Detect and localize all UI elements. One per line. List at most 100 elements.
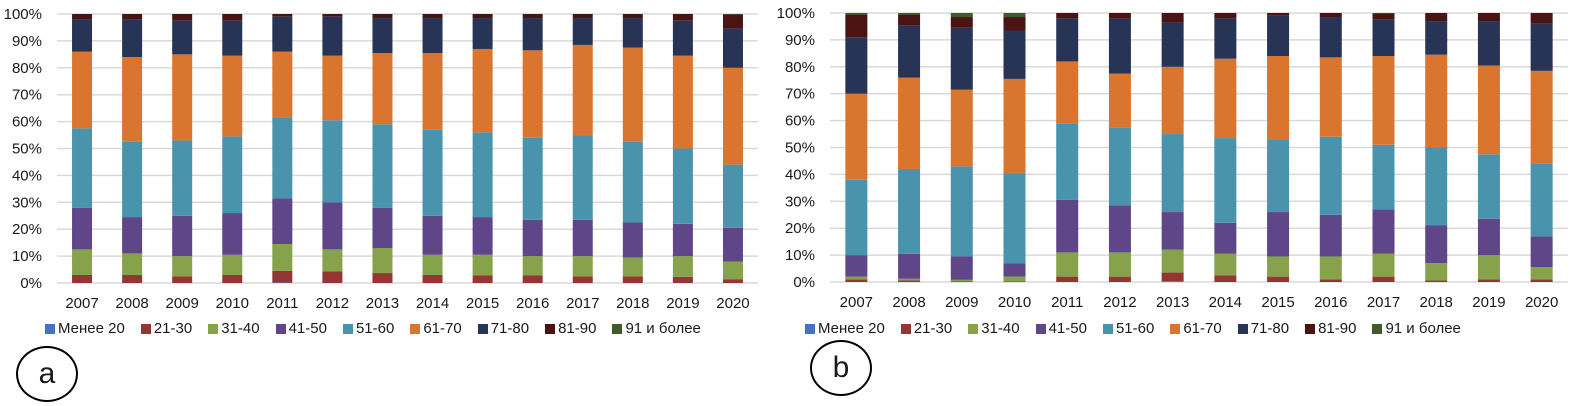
bar-segment (122, 14, 143, 20)
y-tick-label: 40% (785, 166, 815, 183)
bar-segment (722, 279, 743, 283)
bar-segment (1425, 147, 1448, 226)
y-tick-label: 50% (12, 141, 42, 158)
bar-segment (272, 117, 293, 199)
bar-segment (572, 44, 593, 136)
y-tick-label: 0% (793, 274, 815, 291)
legend-item: 61-70 (1170, 320, 1222, 337)
bar-segment (172, 215, 193, 257)
bar-segment (472, 217, 493, 255)
x-tick-label: 2010 (998, 294, 1031, 310)
bar-segment (172, 256, 193, 277)
bar-segment (622, 14, 643, 19)
bar-segment (1530, 23, 1553, 71)
y-tick-label: 10% (785, 247, 815, 264)
legend-label: Менее 20 (58, 320, 125, 337)
y-tick-label: 90% (785, 32, 815, 49)
bar-segment (1477, 218, 1500, 256)
bar-segment (422, 18, 443, 54)
bar-segment (950, 89, 973, 167)
y-tick-label: 90% (12, 33, 42, 50)
bar-segment (1477, 279, 1500, 282)
bar-segment (950, 27, 973, 90)
bar-segment (72, 51, 93, 129)
legend-item: 51-60 (342, 320, 394, 337)
x-tick-label: 2013 (1156, 294, 1189, 310)
bar-segment (1108, 13, 1131, 19)
bar-segment (572, 18, 593, 45)
bar-segment (172, 54, 193, 141)
legend-swatch (45, 323, 55, 334)
bar-segment (1477, 13, 1500, 22)
x-tick-label: 2008 (892, 294, 925, 310)
bar-segment (722, 14, 743, 29)
x-tick-label: 2008 (115, 295, 148, 310)
x-tick-label: 2016 (1314, 294, 1347, 310)
x-tick-label: 2020 (716, 295, 749, 310)
bar-segment (622, 47, 643, 142)
bar-segment (422, 53, 443, 130)
legend-swatch (805, 323, 815, 334)
legend-swatch (410, 323, 421, 334)
x-tick-label: 2017 (566, 295, 599, 310)
bar-segment (950, 166, 973, 257)
bar-segment (950, 17, 973, 28)
x-tick-label: 2012 (1103, 294, 1136, 310)
legend-swatch (1237, 323, 1248, 334)
legend-item: 81-90 (1305, 320, 1356, 337)
bar-segment (272, 51, 293, 118)
bar-segment (898, 25, 921, 78)
bar-segment (422, 14, 443, 19)
bar-segment (1108, 127, 1131, 206)
bar-segment (172, 276, 193, 283)
bar-segment (222, 55, 243, 137)
bar-segment (1161, 249, 1184, 273)
y-tick-label: 0% (20, 275, 42, 292)
legend-label: 41-50 (288, 320, 327, 337)
bar-segment (1161, 134, 1184, 213)
bar-segment (1003, 17, 1026, 31)
bar-segment (172, 14, 193, 21)
y-tick-label: 60% (12, 114, 42, 131)
bar-segment (472, 275, 493, 283)
bar-segment (1425, 280, 1448, 282)
bar-segment (172, 140, 193, 216)
bar-segment (1214, 222, 1237, 254)
legend-swatch (545, 323, 556, 334)
legend-swatch (1170, 323, 1181, 334)
bar-segment (72, 14, 93, 20)
bar-segment (845, 13, 868, 15)
legend-swatch (1035, 323, 1046, 334)
bar-segment (1267, 212, 1290, 257)
bar-segment (322, 271, 343, 283)
legend-item: 71-80 (477, 320, 529, 337)
bar-segment (622, 222, 643, 258)
legend-item: 91 и более (612, 320, 701, 337)
x-tick-label: 2018 (616, 295, 649, 310)
bar-segment (222, 274, 243, 283)
bar-segment (1214, 18, 1237, 59)
bar-segment (1319, 214, 1342, 257)
bar-segment (845, 279, 868, 282)
bar-segment (722, 164, 743, 228)
y-tick-label: 20% (12, 221, 42, 238)
bar-segment (1003, 173, 1026, 264)
bar-segment (372, 14, 393, 19)
bar-segment (1267, 13, 1290, 16)
legend-item: 71-80 (1237, 320, 1289, 337)
bar-segment (122, 217, 143, 254)
bar-segment (572, 276, 593, 283)
bar-segment (222, 20, 243, 56)
bar-segment (1056, 13, 1079, 19)
bar-segment (522, 137, 543, 220)
bar-segment (1003, 281, 1026, 282)
panel-label-a: a (16, 346, 78, 402)
bar-segment (72, 19, 93, 52)
bar-segment (722, 14, 743, 15)
y-tick-label: 20% (785, 220, 815, 237)
bar-segment (1267, 15, 1290, 57)
legend-swatch (968, 323, 979, 334)
bar-segment (1003, 30, 1026, 79)
bar-segment (898, 14, 921, 26)
x-tick-label: 2015 (466, 295, 499, 310)
